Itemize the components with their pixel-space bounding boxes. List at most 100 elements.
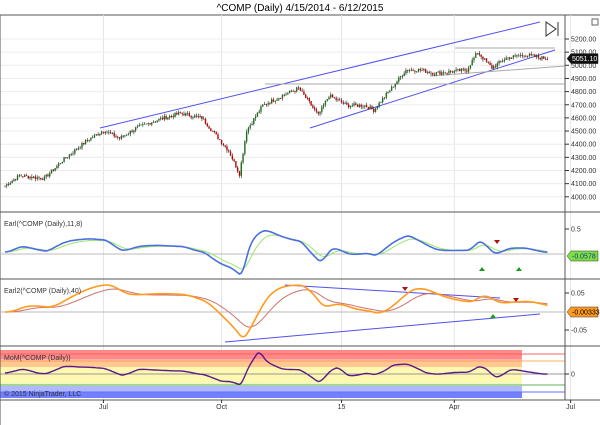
candle-body [274, 100, 276, 102]
candle-body [194, 115, 196, 118]
candle-body [526, 55, 529, 57]
candle-body [462, 68, 464, 70]
candle-body [129, 130, 131, 134]
candle-body [49, 173, 51, 177]
candle-body [541, 56, 543, 60]
candle-body [186, 113, 189, 115]
candle-body [40, 177, 42, 180]
candle-body [392, 86, 395, 88]
candle-body [113, 132, 115, 137]
candle-body [496, 63, 498, 67]
candle-body [292, 91, 294, 92]
candle-body [299, 87, 302, 91]
earl2-label: Earl2(^COMP (Daily),40) [4, 288, 81, 295]
trendline [429, 65, 566, 77]
candle-body [210, 128, 212, 131]
mom-band [0, 386, 522, 392]
candle-body [115, 136, 117, 138]
candle-body [442, 72, 445, 74]
candle-body [412, 69, 414, 71]
candle-body [339, 99, 341, 101]
candle-body [367, 107, 370, 110]
candle-body [181, 112, 183, 114]
candle-body [100, 131, 103, 134]
candle-body [118, 137, 121, 139]
candle-body [262, 104, 264, 107]
candle-body [362, 106, 364, 108]
candle-body [501, 61, 504, 62]
candle-body [242, 153, 244, 163]
candle-body [539, 57, 541, 60]
candle-body [485, 58, 488, 62]
candle-body [84, 140, 87, 145]
earl-line [4, 230, 548, 275]
candle-body [126, 134, 128, 136]
candle-body [283, 94, 285, 96]
candle-body [224, 145, 226, 147]
candle-body [330, 94, 332, 98]
candle-body [219, 139, 221, 141]
trendline [224, 313, 541, 343]
scroll-to-end-icon[interactable] [545, 21, 559, 37]
candle-body [482, 56, 484, 60]
candle-body [156, 120, 158, 122]
earl-last-value-bg [566, 250, 599, 262]
candle-body [183, 113, 185, 116]
candle-body [507, 57, 509, 59]
candle-body [430, 72, 432, 74]
y-tick-label: 0 [571, 372, 575, 379]
candle-body [353, 103, 355, 106]
candle-body [360, 104, 362, 107]
candle-body [435, 72, 438, 75]
candle-body [111, 132, 114, 134]
candle-body [38, 177, 40, 179]
candle-body [202, 118, 205, 120]
candle-body [253, 118, 255, 125]
candle-body [489, 62, 491, 66]
candle-body [117, 136, 119, 138]
candle-body [52, 169, 55, 171]
candle-body [514, 55, 516, 57]
y-tick-label: 4500.00 [571, 129, 596, 136]
candle-body [27, 175, 29, 179]
candle-body [211, 130, 214, 132]
candle-body [498, 61, 500, 64]
x-tick-label: Apr [449, 404, 461, 411]
candle-body [509, 57, 511, 59]
x-tick-label: Jul [566, 404, 575, 411]
x-tick-label: 15 [338, 404, 346, 411]
candle-body [168, 116, 171, 118]
candle-body [197, 115, 200, 117]
mom-band [0, 367, 522, 383]
candle-body [18, 175, 21, 177]
y-tick-label: 4800.00 [571, 89, 596, 96]
candle-body [147, 123, 149, 124]
candle-body [365, 105, 368, 108]
candle-body [122, 135, 124, 137]
candle-body [133, 130, 135, 133]
candle-body [95, 134, 97, 135]
trendline [284, 284, 501, 299]
candle-body [134, 127, 137, 131]
y-tick-label: 0.05 [571, 291, 585, 298]
candle-body [337, 99, 339, 101]
candle-body [475, 53, 477, 58]
candle-body [195, 115, 198, 117]
candle-body [373, 109, 375, 112]
panel-settings-icon[interactable] [591, 18, 599, 26]
candle-body [381, 98, 384, 103]
candle-body [247, 127, 250, 132]
candle-body [45, 174, 47, 177]
candle-body [72, 153, 74, 155]
candle-body [58, 163, 60, 166]
candle-body [92, 137, 94, 139]
candle-body [500, 61, 502, 62]
candle-body [83, 142, 85, 145]
candle-body [356, 104, 359, 107]
candle-body [154, 121, 157, 123]
sell-signal-marker [494, 240, 500, 244]
candle-body [340, 100, 343, 103]
panels [0, 15, 600, 425]
candle-body [260, 106, 262, 112]
